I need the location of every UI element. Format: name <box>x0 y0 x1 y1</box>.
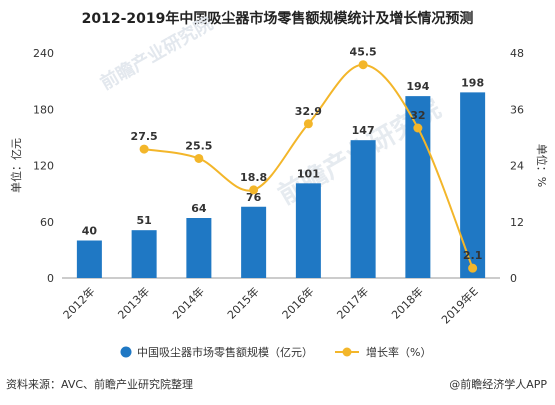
x-tick-label: 2015年 <box>224 284 261 321</box>
bar-data-label: 64 <box>191 202 207 215</box>
line-data-label: 32.9 <box>295 105 322 118</box>
y-left-tick-label: 0 <box>47 272 54 285</box>
x-tick-label: 2019年E <box>438 284 480 326</box>
bar-data-label: 51 <box>136 214 151 227</box>
legend-bar-swatch <box>120 346 132 358</box>
bar-series: 40 51 64 76 101 147 194 198 <box>76 76 486 278</box>
line-data-label: 25.5 <box>185 139 212 152</box>
bar <box>350 140 376 278</box>
line-point <box>468 263 478 273</box>
line-point <box>249 185 259 195</box>
x-tick-label: 2016年 <box>279 284 316 321</box>
y-left-tick-label: 60 <box>40 216 54 229</box>
line-series: 27.5 25.5 18.8 32.9 45.5 32 2.1 <box>131 46 483 273</box>
x-tick-label: 2017年 <box>334 284 371 321</box>
y-left-axis-label: 单位：亿元 <box>9 138 23 193</box>
line-data-label: 18.8 <box>240 171 267 184</box>
y-left-tick-label: 240 <box>33 47 54 60</box>
y-right-tick-label: 36 <box>510 103 524 116</box>
x-tick-label: 2018年 <box>389 284 426 321</box>
bar-data-label: 40 <box>82 225 98 238</box>
bar <box>186 218 212 278</box>
bar <box>131 230 157 278</box>
brand-credit: @前瞻经济学人APP <box>449 378 547 391</box>
bar-data-label: 198 <box>461 76 484 89</box>
watermark-text: 前瞻产业研究院 <box>97 12 217 94</box>
line-point <box>194 153 204 163</box>
y-right-axis-label: 单位：% <box>535 144 549 187</box>
y-right-tick-label: 12 <box>510 216 524 229</box>
y-left-tick-label: 120 <box>33 160 54 173</box>
x-tick-label: 2012年 <box>60 284 97 321</box>
bar <box>405 96 431 278</box>
bar-data-label: 101 <box>297 167 320 180</box>
y-right-tick-label: 48 <box>510 47 524 60</box>
x-tick-label: 2013年 <box>115 284 152 321</box>
x-tick-label: 2014年 <box>170 284 207 321</box>
bar <box>76 240 102 278</box>
legend-line-swatch-dot <box>342 347 352 357</box>
bar-data-label: 194 <box>406 80 429 93</box>
line-data-label: 2.1 <box>463 249 483 262</box>
bar-data-label: 76 <box>246 191 262 204</box>
source-note: 资料来源：AVC、前瞻产业研究院整理 <box>6 378 194 391</box>
legend-bar-label: 中国吸尘器市场零售额规模（亿元） <box>137 345 313 359</box>
line-data-label: 32 <box>410 109 425 122</box>
line-data-label: 45.5 <box>350 46 377 59</box>
chart-legend: 中国吸尘器市场零售额规模（亿元） 增长率（%） <box>120 345 431 359</box>
line-point <box>303 119 313 129</box>
legend-line-label: 增长率（%） <box>366 345 431 359</box>
y-right-tick-label: 0 <box>510 272 517 285</box>
bar <box>295 183 321 278</box>
line-point <box>139 144 149 154</box>
bar-data-label: 147 <box>352 124 375 137</box>
y-right-tick-label: 24 <box>510 160 524 173</box>
line-data-label: 27.5 <box>131 130 158 143</box>
chart-title: 2012-2019年中国吸尘器市场零售额规模统计及增长情况预测 <box>81 11 474 27</box>
y-left-tick-label: 180 <box>33 103 54 116</box>
bar <box>241 206 267 278</box>
growth-line <box>143 63 474 269</box>
line-point <box>358 60 368 70</box>
line-point <box>413 123 423 133</box>
watermark: 前瞻产业研究院前瞻产业研究院 <box>97 12 447 211</box>
